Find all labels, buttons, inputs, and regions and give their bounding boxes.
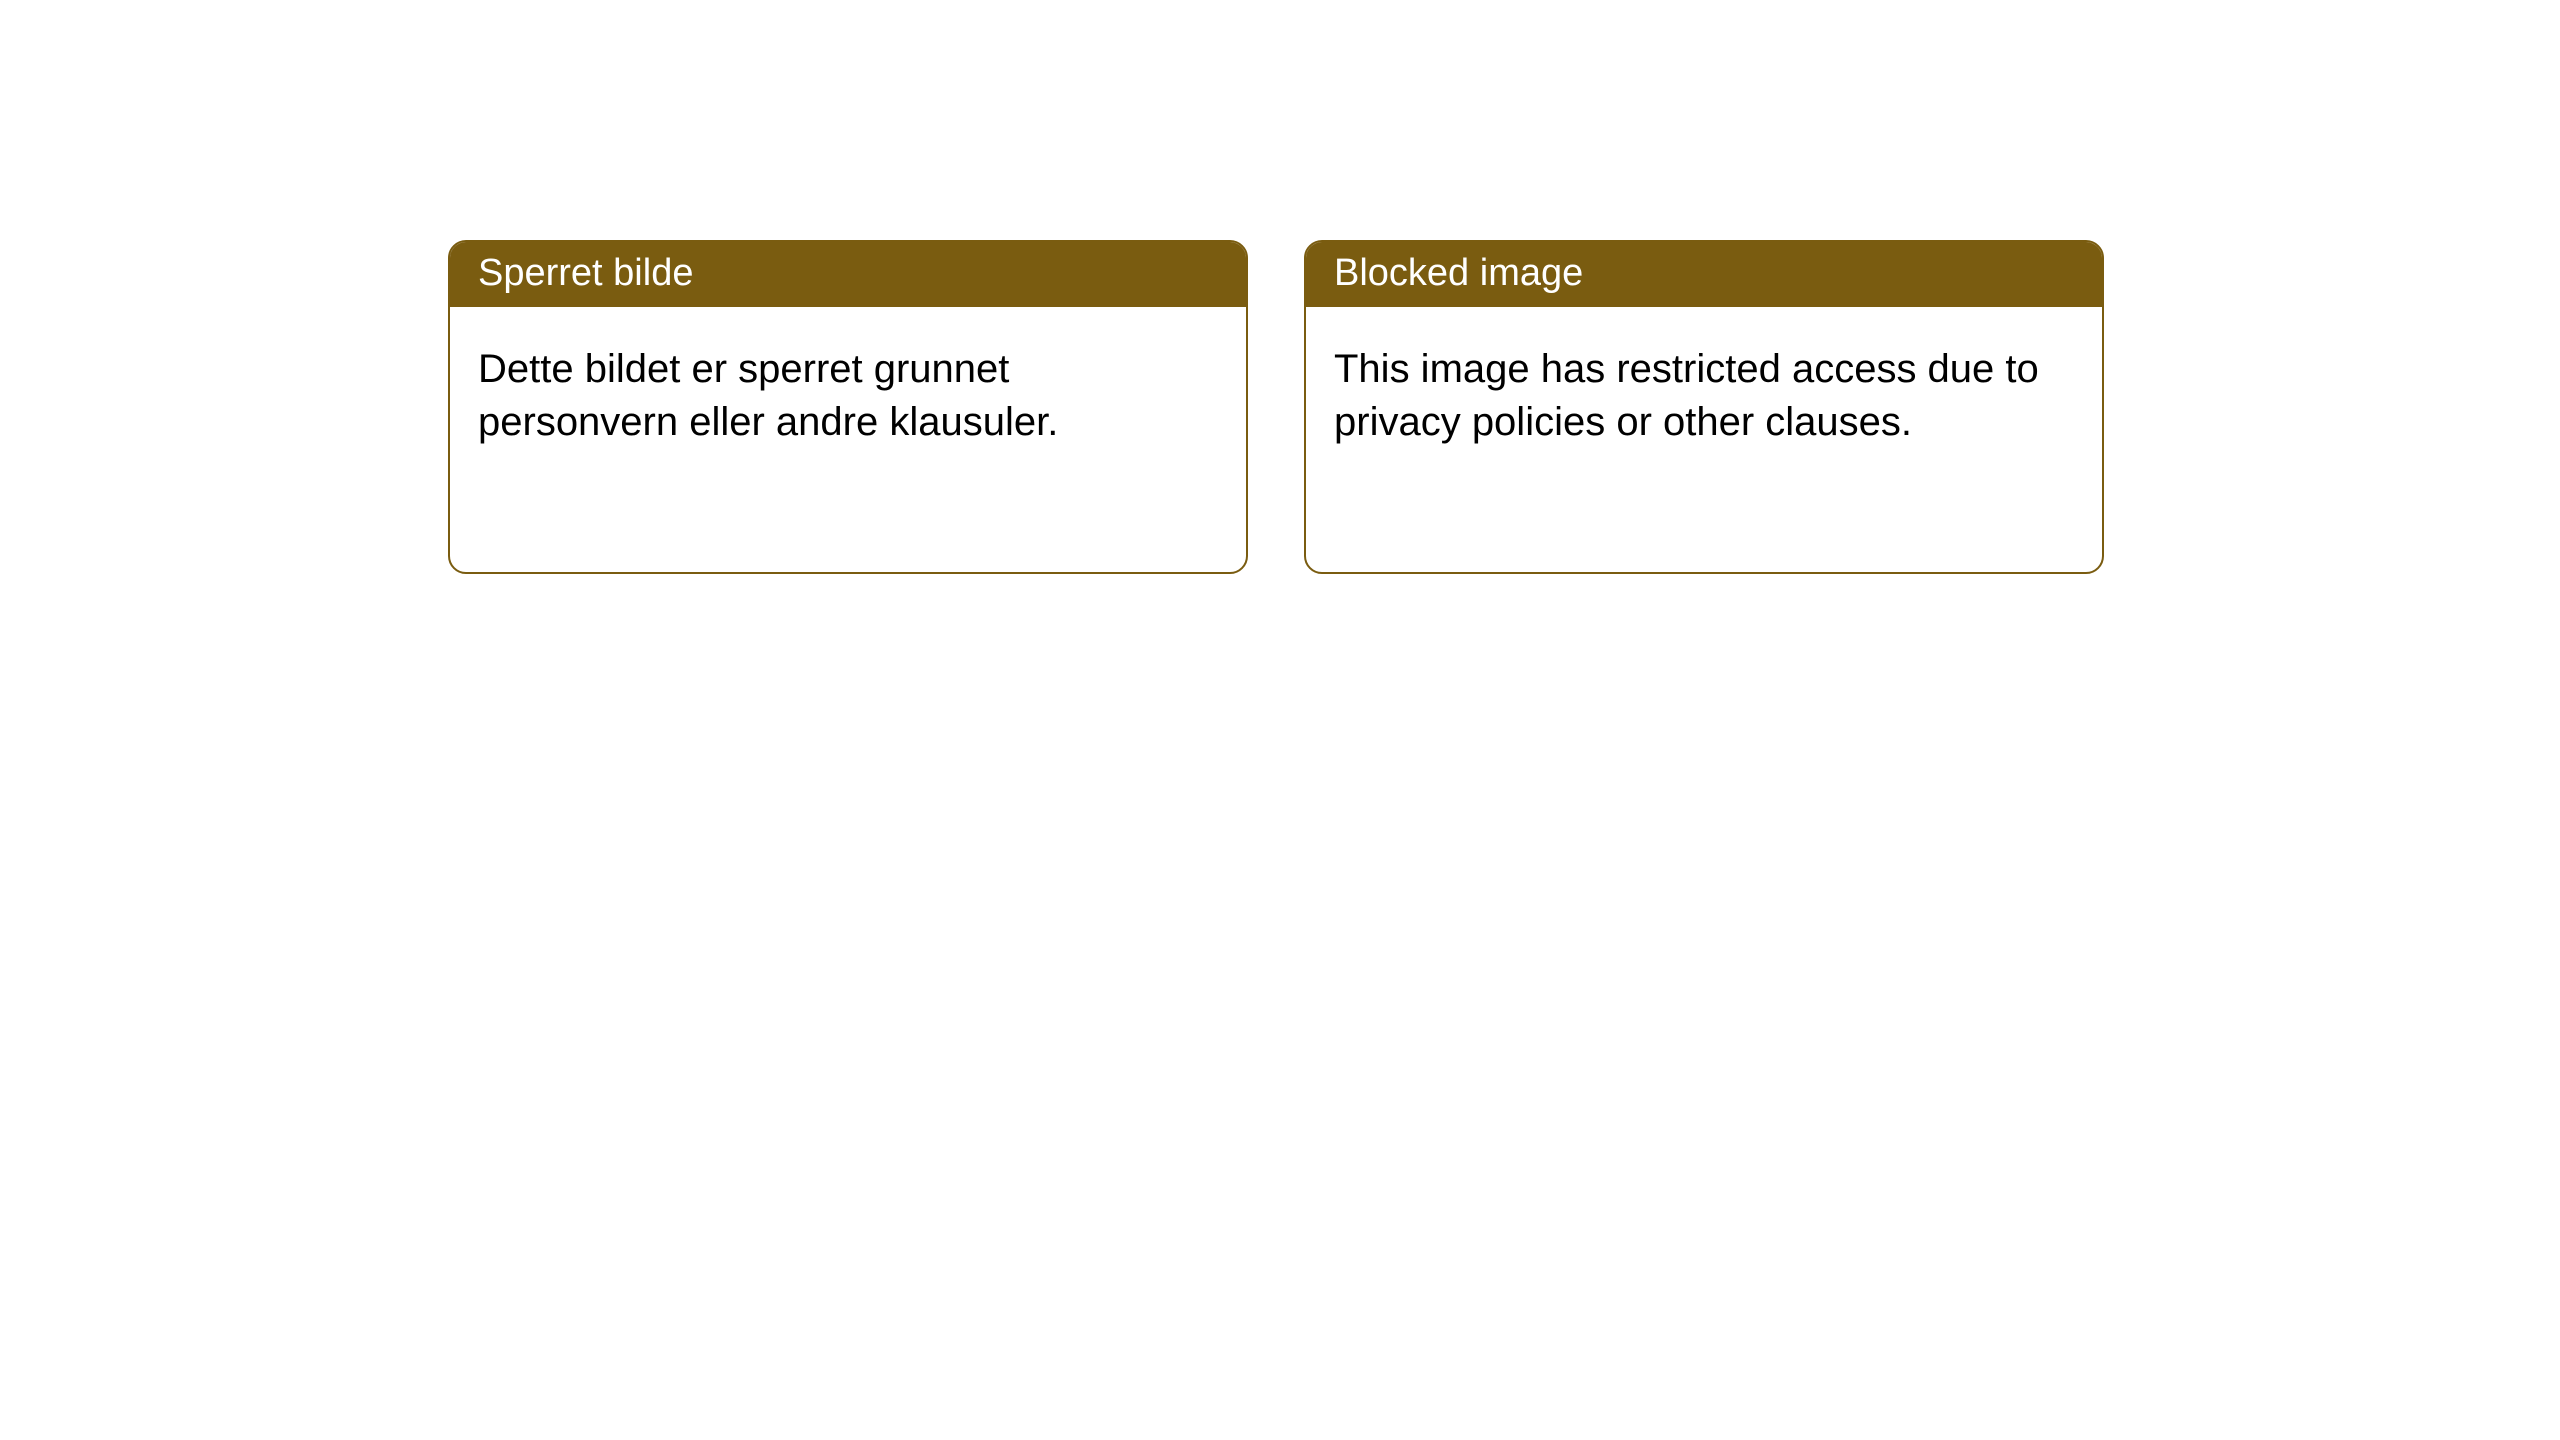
notice-body: This image has restricted access due to … <box>1306 307 2102 477</box>
notice-message: Dette bildet er sperret grunnet personve… <box>478 347 1058 444</box>
notice-header: Sperret bilde <box>450 242 1246 307</box>
notice-message: This image has restricted access due to … <box>1334 347 2039 444</box>
notice-title: Sperret bilde <box>478 252 693 294</box>
notice-body: Dette bildet er sperret grunnet personve… <box>450 307 1246 477</box>
notice-title: Blocked image <box>1334 252 1583 294</box>
notice-header: Blocked image <box>1306 242 2102 307</box>
notice-card-norwegian: Sperret bilde Dette bildet er sperret gr… <box>448 240 1248 574</box>
notice-card-english: Blocked image This image has restricted … <box>1304 240 2104 574</box>
notice-container: Sperret bilde Dette bildet er sperret gr… <box>0 0 2560 574</box>
